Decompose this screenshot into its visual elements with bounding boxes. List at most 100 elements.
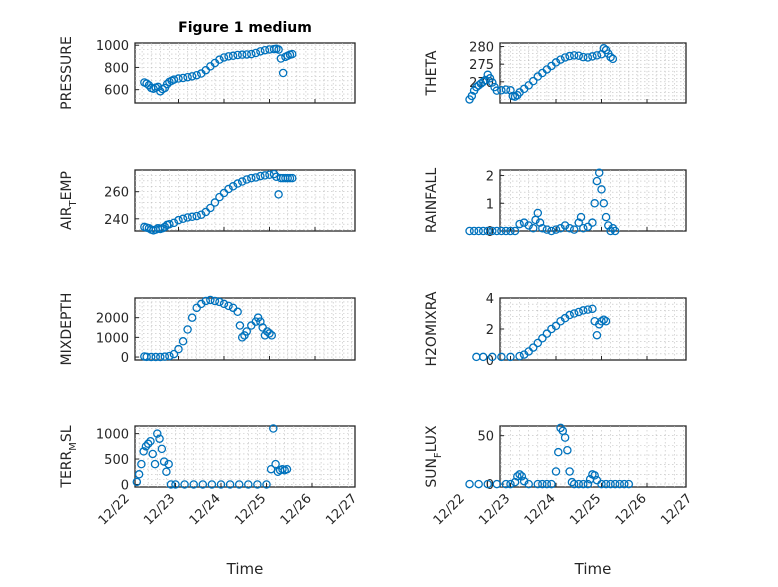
data-point xyxy=(178,214,188,224)
data-point xyxy=(285,173,295,183)
data-point xyxy=(483,479,492,489)
subplot-1: 600 800 1000 PRESSURE Figure 1 medium xyxy=(59,20,356,110)
data-point xyxy=(225,480,235,489)
data-point xyxy=(506,479,515,489)
data-point xyxy=(524,81,533,90)
data-point xyxy=(233,179,242,188)
data-point xyxy=(219,299,229,309)
data-point xyxy=(206,295,215,305)
data-point xyxy=(171,480,180,489)
y-axis-label: MIXDEPTH xyxy=(59,293,75,366)
data-point xyxy=(169,75,179,84)
data-point xyxy=(465,479,474,489)
data-point xyxy=(551,58,561,67)
data-point xyxy=(146,436,155,446)
data-point xyxy=(155,434,164,443)
data-point xyxy=(260,45,270,55)
data-point xyxy=(519,218,529,227)
data-point xyxy=(547,479,556,489)
data-point xyxy=(148,449,157,459)
data-point xyxy=(538,223,547,233)
data-point xyxy=(579,52,588,62)
y-axis-label: RAINFALL xyxy=(424,168,440,233)
data-point xyxy=(242,175,251,184)
data-point xyxy=(256,171,265,181)
data-point xyxy=(265,329,274,338)
y-tick-label: 1000 xyxy=(96,331,129,346)
data-point xyxy=(267,331,277,340)
data-point xyxy=(269,169,279,179)
data-point xyxy=(247,173,256,183)
data-point xyxy=(483,226,492,236)
x-tick-label: 12/23 xyxy=(476,491,513,528)
data-point xyxy=(474,479,483,489)
axes-box xyxy=(134,425,356,488)
data-point xyxy=(157,444,167,454)
axes-box xyxy=(134,297,356,361)
data-point xyxy=(506,86,515,95)
data-point xyxy=(224,52,233,61)
data-point xyxy=(465,226,474,236)
y-tick-label: 1000 xyxy=(96,428,129,443)
data-point xyxy=(469,226,479,236)
data-point xyxy=(501,226,511,236)
data-point xyxy=(588,218,597,227)
chart-title: Figure 1 medium xyxy=(178,20,312,36)
data-point xyxy=(210,198,220,207)
data-point xyxy=(590,471,599,480)
data-point xyxy=(207,480,217,489)
data-point xyxy=(592,51,602,60)
data-point xyxy=(492,479,502,489)
y-tick-label: 50 xyxy=(477,430,494,445)
x-tick-label: 12/25 xyxy=(567,491,604,528)
data-point xyxy=(198,480,208,489)
data-point xyxy=(228,51,238,61)
data-point xyxy=(141,442,151,451)
data-point xyxy=(219,53,229,62)
subplot-6: 0 2 4 H2OMIXRA xyxy=(424,291,687,369)
data-point xyxy=(606,52,615,62)
data-point xyxy=(565,467,574,476)
data-point xyxy=(574,479,584,489)
data-point xyxy=(542,479,552,489)
y-tick-label: 0 xyxy=(486,478,494,493)
data-point xyxy=(162,467,171,476)
x-tick-label: 12/27 xyxy=(323,491,360,528)
data-point xyxy=(274,190,283,199)
data-point xyxy=(160,222,170,232)
data-point xyxy=(542,329,552,338)
data-point xyxy=(583,53,593,62)
y-axis-label: SUNFLUX xyxy=(424,425,444,488)
data-point xyxy=(189,480,198,489)
subplot-5: 0 1000 2000 MIXDEPTH xyxy=(59,293,356,366)
data-point xyxy=(554,447,563,457)
y-tick-label: 4 xyxy=(486,292,494,307)
data-point xyxy=(515,470,524,479)
data-point xyxy=(251,48,261,58)
data-point xyxy=(278,68,288,78)
data-point xyxy=(610,479,620,489)
y-tick-label: 0 xyxy=(121,351,129,366)
data-point xyxy=(588,304,597,314)
data-point xyxy=(174,215,183,225)
data-point xyxy=(474,226,483,236)
data-point xyxy=(604,221,613,230)
x-tick-label: 12/24 xyxy=(187,491,224,528)
data-point xyxy=(610,226,620,236)
data-point xyxy=(233,50,242,60)
data-point xyxy=(235,321,245,330)
data-point xyxy=(192,70,201,80)
x-axis-label: Time xyxy=(574,560,612,578)
y-tick-label: 0 xyxy=(486,354,494,369)
data-point xyxy=(256,47,265,56)
data-point xyxy=(478,77,488,87)
x-tick-label: 12/22 xyxy=(431,491,468,528)
y-tick-label: 240 xyxy=(104,213,129,228)
subplot-8: 0 50 12/22 12/23 12/24 12/25 12/26 12/27 SUNFLUX… xyxy=(424,423,695,578)
y-axis-label: THETA xyxy=(424,50,440,96)
data-point xyxy=(156,352,165,362)
data-point xyxy=(253,480,262,489)
data-point xyxy=(551,321,561,331)
data-point xyxy=(529,223,538,233)
data-point xyxy=(206,203,215,213)
